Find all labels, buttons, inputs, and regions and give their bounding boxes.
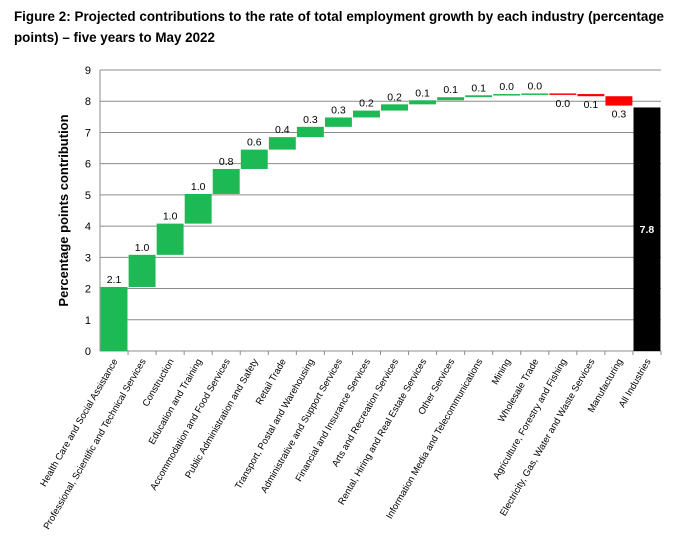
bar [184,193,212,224]
bar [353,110,380,118]
data-label: 0.8 [219,156,234,168]
data-label: 2.1 [107,274,122,286]
y-tick-label: 5 [85,190,91,202]
bar [128,254,156,287]
data-label: 0.1 [471,82,486,94]
y-tick-label: 1 [85,315,91,327]
bar [381,104,408,111]
data-label: 0.2 [387,91,402,103]
data-label: 7.8 [640,224,655,236]
bar [437,97,465,101]
bar [409,100,437,105]
bar [268,137,296,150]
bar [605,96,633,106]
data-label: 0.4 [275,124,290,136]
y-tick-label: 2 [85,284,91,296]
data-label: 0.1 [443,84,458,96]
y-tick-label: 6 [85,159,91,171]
data-label: 0.1 [415,87,430,99]
bar [493,94,521,96]
bar [465,95,493,98]
bar [577,94,605,97]
data-label: 0.0 [499,81,514,93]
y-tick-label: 7 [85,127,91,139]
data-label: 0.0 [527,80,542,92]
y-tick-label: 9 [85,65,91,77]
data-label: 0.3 [612,109,627,121]
data-label: 1.0 [191,181,206,193]
y-tick-label: 3 [85,252,91,264]
y-tick-label: 8 [85,96,91,108]
bar [633,107,661,351]
data-label: 0.3 [303,114,318,126]
bar [324,117,352,127]
data-label: 0.2 [359,98,374,110]
bar [240,149,268,169]
data-label: 1.0 [163,211,178,223]
bar [100,286,128,351]
data-label: 0.1 [584,99,599,111]
data-label: 1.0 [135,242,150,254]
x-tick-label: Education and Training [147,357,205,447]
bar [212,168,240,194]
y-tick-label: 0 [85,346,91,358]
bar [521,93,549,95]
bar [156,223,184,255]
y-axis-label: Percentage points contribution [56,114,71,306]
data-label: 0.0 [556,98,571,110]
data-label: 0.3 [331,104,346,116]
chart-title: Figure 2: Projected contributions to the… [14,9,664,45]
y-tick-label: 4 [85,221,91,233]
bar [549,93,577,95]
bar [296,126,324,138]
data-label: 0.6 [247,137,262,149]
x-tick-label: Mining [490,357,514,387]
